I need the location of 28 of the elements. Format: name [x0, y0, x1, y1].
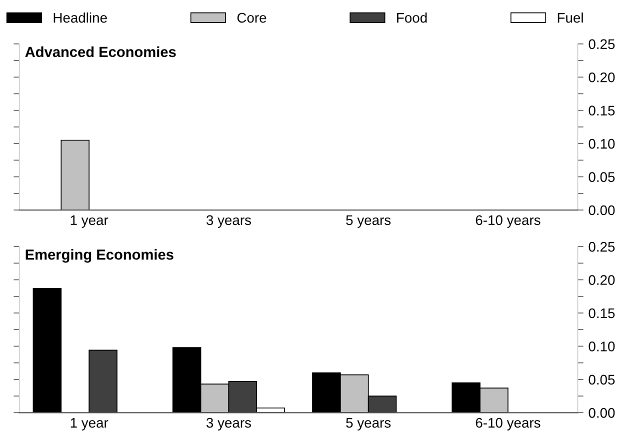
x-tick-label: 1 year	[70, 215, 108, 228]
bar	[32, 288, 62, 413]
x-tick-label: 1 year	[70, 418, 108, 430]
x-tick-label: 6-10 years	[476, 215, 540, 228]
x-tick-label: 3 years	[206, 418, 251, 430]
chart-title: Advanced Economies	[25, 46, 176, 58]
legend-label: Food	[397, 12, 427, 23]
y-tick-label: 0.10	[588, 342, 615, 352]
x-tick-label: 6-10 years	[476, 418, 540, 430]
y-tick-label: 0.20	[588, 275, 615, 285]
x-tick-label: 5 years	[346, 418, 391, 430]
y-tick-label: 0.15	[588, 106, 615, 116]
bar	[88, 350, 118, 413]
y-tick-label: 0.10	[588, 138, 615, 149]
y-tick-label: 0.05	[588, 172, 615, 182]
y-tick-label: 0.00	[588, 205, 615, 216]
x-tick-label: 5 years	[346, 215, 391, 228]
y-tick-label: 0.15	[588, 308, 615, 318]
legend-label: Core	[237, 12, 266, 23]
legend-label: Headline	[54, 12, 107, 23]
legend-label: Fuel	[558, 12, 583, 23]
y-tick-label: 0.20	[588, 72, 615, 82]
y-tick-label: 0.25	[588, 242, 615, 252]
x-tick-label: 3 years	[206, 215, 251, 228]
y-tick-label: 0.25	[588, 39, 615, 50]
y-tick-label: 0.05	[588, 374, 615, 385]
chart-title: Emerging Economies	[26, 249, 174, 263]
y-tick-label: 0.00	[588, 408, 615, 418]
